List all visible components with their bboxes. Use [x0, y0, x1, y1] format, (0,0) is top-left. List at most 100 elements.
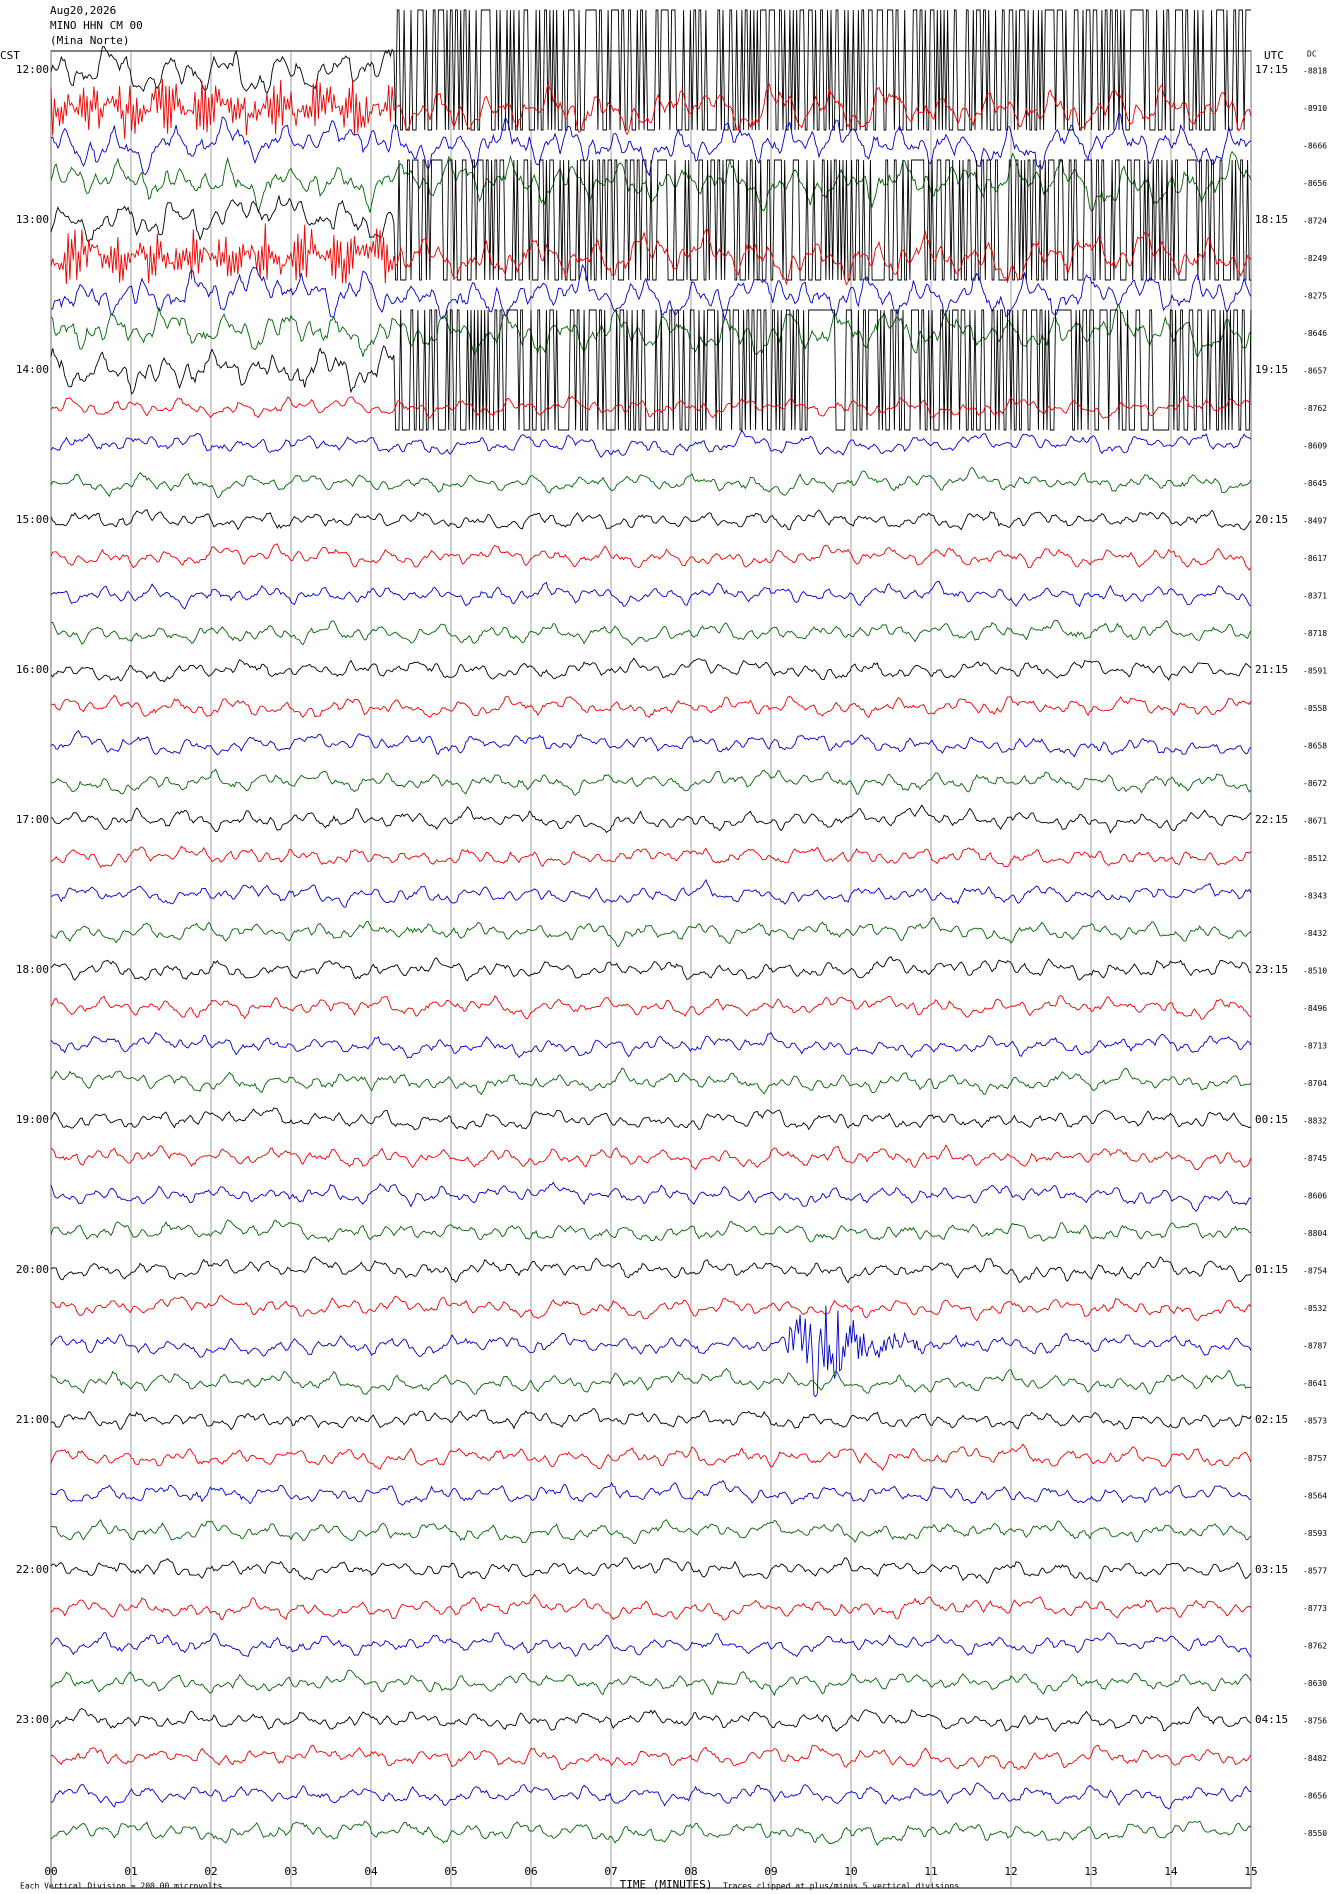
- dc-value: -8745: [1303, 1154, 1327, 1163]
- dc-value: -8497: [1303, 517, 1327, 526]
- dc-value: -8249: [1303, 254, 1327, 263]
- dc-value: -8646: [1303, 329, 1327, 338]
- dc-value: -8573: [1303, 1417, 1327, 1426]
- x-tick-label: 07: [604, 1865, 617, 1878]
- trace: [50, 1820, 1252, 1846]
- utc-label: 17:15: [1255, 63, 1288, 76]
- dc-value: -8658: [1303, 742, 1327, 751]
- dc-value: -8756: [1303, 1717, 1327, 1726]
- dc-value: -8656: [1303, 179, 1327, 188]
- x-tick-label: 05: [444, 1865, 457, 1878]
- dc-value: -8510: [1303, 967, 1327, 976]
- trace: [50, 1031, 1252, 1059]
- dc-value: -8757: [1303, 1454, 1327, 1463]
- cst-label: 19:00: [16, 1113, 49, 1126]
- x-tick-label: 02: [204, 1865, 217, 1878]
- trace: [50, 1067, 1252, 1096]
- x-tick-label: 00: [44, 1865, 57, 1878]
- dc-value: -8656: [1303, 1792, 1327, 1801]
- dc-value: -8641: [1303, 1379, 1327, 1388]
- dc-value: -8762: [1303, 404, 1327, 413]
- dc-value: -8657: [1303, 367, 1327, 376]
- dc-value: -8371: [1303, 592, 1327, 601]
- trace: [50, 657, 1252, 683]
- cst-label: 20:00: [16, 1263, 49, 1276]
- trace: [50, 1305, 1252, 1398]
- dc-value: -8804: [1303, 1229, 1327, 1238]
- trace: [50, 1479, 1252, 1506]
- trace: [50, 917, 1252, 948]
- x-axis-label: TIME (MINUTES): [620, 1878, 713, 1891]
- dc-value: -8818: [1303, 67, 1327, 76]
- dc-value: -8564: [1303, 1492, 1327, 1501]
- cst-label: 14:00: [16, 363, 49, 376]
- trace: [50, 619, 1252, 646]
- trace: [50, 1519, 1252, 1545]
- dc-value: -8754: [1303, 1267, 1327, 1276]
- x-tick-label: 03: [284, 1865, 297, 1878]
- trace: [50, 768, 1252, 796]
- dc-value: -8666: [1303, 142, 1327, 151]
- trace: [50, 1294, 1252, 1322]
- trace: [50, 1706, 1252, 1732]
- x-tick-label: 13: [1084, 1865, 1097, 1878]
- trace: [50, 223, 1252, 286]
- x-tick-label: 15: [1244, 1865, 1257, 1878]
- x-tick-label: 14: [1164, 1865, 1178, 1878]
- cst-label: 17:00: [16, 813, 49, 826]
- trace: [51, 264, 1252, 321]
- trace: [50, 395, 1252, 419]
- utc-label: 21:15: [1255, 663, 1288, 676]
- scale-note: Each Vertical Division = 200.00 microvol…: [20, 1882, 222, 1891]
- left-zone: CST: [0, 49, 20, 62]
- dc-value: -8630: [1303, 1679, 1327, 1688]
- utc-label: 03:15: [1255, 1563, 1288, 1576]
- dc-value: -8672: [1303, 779, 1327, 788]
- dc-value: -8713: [1303, 1042, 1327, 1051]
- trace: [50, 150, 1252, 214]
- dc-value: -8606: [1303, 1192, 1327, 1201]
- trace: [50, 543, 1252, 571]
- trace: [51, 1782, 1252, 1810]
- trace: [50, 729, 1252, 758]
- right-zone: UTC: [1264, 49, 1284, 62]
- dc-value: -8645: [1303, 479, 1327, 488]
- dc-value: -8762: [1303, 1642, 1327, 1651]
- dc-value: -8482: [1303, 1754, 1327, 1763]
- trace: [50, 956, 1252, 982]
- utc-label: 22:15: [1255, 813, 1288, 826]
- cst-label: 16:00: [16, 663, 49, 676]
- dc-value: -8773: [1303, 1604, 1327, 1613]
- dc-value: -8609: [1303, 442, 1327, 451]
- trace: [50, 1443, 1252, 1471]
- trace: [50, 309, 1252, 431]
- dc-value: -8512: [1303, 854, 1327, 863]
- trace: [50, 1219, 1252, 1243]
- dc-value: -8724: [1303, 217, 1327, 226]
- cst-label: 18:00: [16, 963, 49, 976]
- dc-value: -8496: [1303, 1004, 1327, 1013]
- dc-value: -8910: [1303, 104, 1327, 113]
- utc-label: 23:15: [1255, 963, 1288, 976]
- utc-label: 20:15: [1255, 513, 1288, 526]
- trace: [50, 994, 1252, 1020]
- cst-label: 21:00: [16, 1413, 49, 1426]
- dc-value: -8617: [1303, 554, 1327, 563]
- trace: [50, 1107, 1252, 1131]
- utc-label: 19:15: [1255, 363, 1288, 376]
- trace: [50, 1408, 1252, 1431]
- cst-label: 13:00: [16, 213, 49, 226]
- utc-label: 02:15: [1255, 1413, 1288, 1426]
- trace: [50, 303, 1252, 358]
- cst-label: 12:00: [16, 63, 49, 76]
- clip-note: Traces clipped at plus/minus 5 vertical …: [723, 1882, 959, 1891]
- trace: [50, 1256, 1252, 1284]
- trace: [50, 9, 1251, 131]
- dc-value: -8432: [1303, 929, 1327, 938]
- trace: [50, 509, 1252, 531]
- dc-value: -8532: [1303, 1304, 1327, 1313]
- cst-label: 23:00: [16, 1713, 49, 1726]
- station: MINO HHN CM 00: [50, 19, 143, 32]
